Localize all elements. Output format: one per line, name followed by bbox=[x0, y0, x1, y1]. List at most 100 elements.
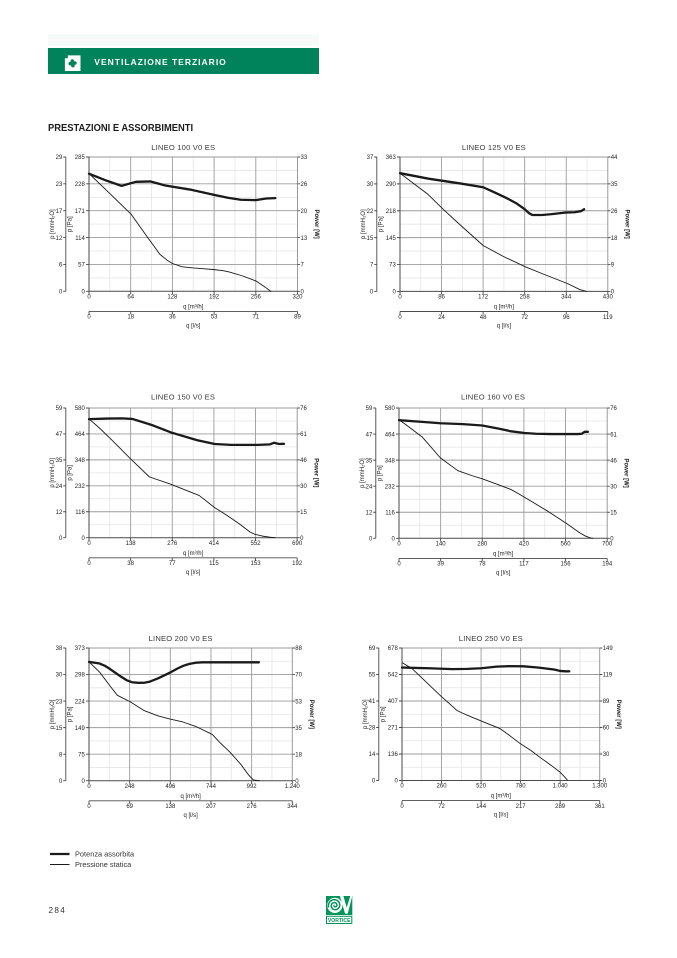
svg-text:276: 276 bbox=[247, 804, 258, 810]
svg-text:260: 260 bbox=[437, 783, 448, 789]
svg-text:218: 218 bbox=[385, 209, 396, 215]
svg-text:114: 114 bbox=[75, 235, 85, 241]
svg-text:15: 15 bbox=[611, 510, 618, 516]
svg-text:LINEO 150 V0 ES: LINEO 150 V0 ES bbox=[151, 392, 215, 401]
svg-text:55: 55 bbox=[369, 672, 376, 678]
svg-text:35: 35 bbox=[296, 725, 303, 731]
svg-text:224: 224 bbox=[75, 699, 86, 705]
svg-text:q [l/s]: q [l/s] bbox=[184, 812, 199, 818]
svg-text:0: 0 bbox=[59, 289, 63, 295]
svg-text:0: 0 bbox=[296, 778, 300, 784]
svg-text:q [m³/h]: q [m³/h] bbox=[183, 550, 204, 556]
svg-text:580: 580 bbox=[75, 406, 86, 412]
svg-text:12: 12 bbox=[56, 510, 63, 516]
svg-text:24: 24 bbox=[56, 484, 63, 490]
svg-text:363: 363 bbox=[385, 155, 396, 161]
svg-text:228: 228 bbox=[75, 182, 86, 188]
svg-text:8: 8 bbox=[59, 752, 63, 758]
svg-text:0: 0 bbox=[398, 294, 402, 300]
svg-text:0: 0 bbox=[59, 778, 63, 784]
svg-text:VORTICE: VORTICE bbox=[327, 918, 350, 924]
svg-text:q [m³/h]: q [m³/h] bbox=[493, 304, 514, 310]
svg-text:30: 30 bbox=[611, 484, 618, 490]
svg-text:207: 207 bbox=[206, 804, 217, 810]
svg-text:171: 171 bbox=[75, 209, 86, 215]
svg-text:464: 464 bbox=[75, 432, 86, 438]
svg-text:p [mmH₂O]: p [mmH₂O] bbox=[50, 699, 56, 729]
svg-text:12: 12 bbox=[56, 235, 63, 241]
svg-text:q [l/s]: q [l/s] bbox=[186, 323, 201, 329]
svg-text:48: 48 bbox=[479, 315, 486, 321]
svg-text:138: 138 bbox=[166, 804, 177, 810]
svg-text:60: 60 bbox=[603, 725, 610, 731]
svg-text:41: 41 bbox=[369, 699, 376, 705]
svg-text:258: 258 bbox=[519, 294, 530, 300]
svg-text:30: 30 bbox=[603, 752, 610, 758]
svg-text:Pressione statica: Pressione statica bbox=[75, 860, 132, 869]
svg-text:285: 285 bbox=[75, 155, 86, 161]
svg-text:p [mmH₂O]: p [mmH₂O] bbox=[360, 458, 366, 488]
svg-text:0: 0 bbox=[401, 783, 405, 789]
svg-text:LINEO 250 V0 ES: LINEO 250 V0 ES bbox=[459, 634, 523, 643]
svg-text:1.040: 1.040 bbox=[553, 783, 569, 789]
svg-text:LINEO 200 V0 ES: LINEO 200 V0 ES bbox=[149, 633, 213, 642]
svg-text:119: 119 bbox=[603, 315, 613, 321]
svg-text:289: 289 bbox=[555, 803, 566, 809]
svg-text:89: 89 bbox=[603, 699, 610, 705]
svg-text:290: 290 bbox=[385, 182, 396, 188]
svg-text:0: 0 bbox=[88, 804, 92, 810]
svg-text:20: 20 bbox=[300, 209, 307, 215]
svg-text:15: 15 bbox=[300, 510, 307, 516]
svg-text:280: 280 bbox=[478, 541, 489, 547]
svg-text:53: 53 bbox=[296, 699, 303, 705]
svg-text:542: 542 bbox=[388, 672, 399, 678]
svg-text:217: 217 bbox=[516, 803, 527, 809]
svg-text:77: 77 bbox=[169, 561, 176, 567]
svg-text:138: 138 bbox=[126, 540, 137, 546]
svg-text:0: 0 bbox=[372, 778, 376, 784]
svg-text:LINEO 125 V0 ES: LINEO 125 V0 ES bbox=[461, 143, 525, 152]
svg-text:72: 72 bbox=[438, 803, 445, 809]
svg-text:24: 24 bbox=[438, 315, 445, 321]
svg-text:361: 361 bbox=[595, 803, 606, 809]
svg-text:414: 414 bbox=[209, 540, 220, 546]
svg-text:15: 15 bbox=[56, 725, 63, 731]
svg-text:271: 271 bbox=[388, 725, 399, 731]
svg-text:p [Pa]: p [Pa] bbox=[378, 216, 384, 232]
svg-text:464: 464 bbox=[385, 432, 396, 438]
svg-text:LINEO 160 V0 ES: LINEO 160 V0 ES bbox=[461, 392, 525, 401]
svg-text:72: 72 bbox=[521, 315, 528, 321]
svg-text:256: 256 bbox=[251, 294, 262, 300]
svg-text:12: 12 bbox=[366, 510, 373, 516]
svg-text:53: 53 bbox=[211, 314, 218, 320]
svg-text:LINEO 100 V0 ES: LINEO 100 V0 ES bbox=[151, 143, 215, 152]
svg-text:0: 0 bbox=[87, 314, 91, 320]
svg-text:344: 344 bbox=[561, 294, 572, 300]
svg-text:26: 26 bbox=[610, 209, 617, 215]
svg-text:0: 0 bbox=[88, 783, 92, 789]
svg-text:0: 0 bbox=[603, 778, 607, 784]
svg-text:678: 678 bbox=[388, 646, 399, 652]
svg-text:q [l/s]: q [l/s] bbox=[496, 323, 511, 329]
svg-text:p [Pa]: p [Pa] bbox=[378, 465, 384, 481]
svg-text:35: 35 bbox=[366, 458, 373, 464]
svg-text:57: 57 bbox=[78, 262, 85, 268]
svg-text:0: 0 bbox=[610, 289, 614, 295]
svg-text:Power [W]: Power [W] bbox=[313, 209, 319, 238]
svg-text:430: 430 bbox=[602, 294, 613, 300]
svg-text:7: 7 bbox=[300, 262, 304, 268]
svg-text:59: 59 bbox=[366, 406, 373, 412]
svg-text:0: 0 bbox=[398, 561, 402, 567]
svg-text:248: 248 bbox=[125, 783, 136, 789]
svg-text:18: 18 bbox=[610, 236, 617, 242]
svg-text:18: 18 bbox=[296, 752, 303, 758]
svg-text:86: 86 bbox=[438, 294, 445, 300]
svg-text:0: 0 bbox=[82, 778, 86, 784]
svg-text:194: 194 bbox=[603, 561, 614, 567]
svg-text:88: 88 bbox=[296, 646, 303, 652]
svg-text:p [Pa]: p [Pa] bbox=[68, 216, 74, 232]
svg-text:38: 38 bbox=[128, 561, 135, 567]
svg-text:153: 153 bbox=[251, 561, 262, 567]
svg-text:0: 0 bbox=[395, 778, 399, 784]
svg-text:149: 149 bbox=[75, 725, 86, 731]
